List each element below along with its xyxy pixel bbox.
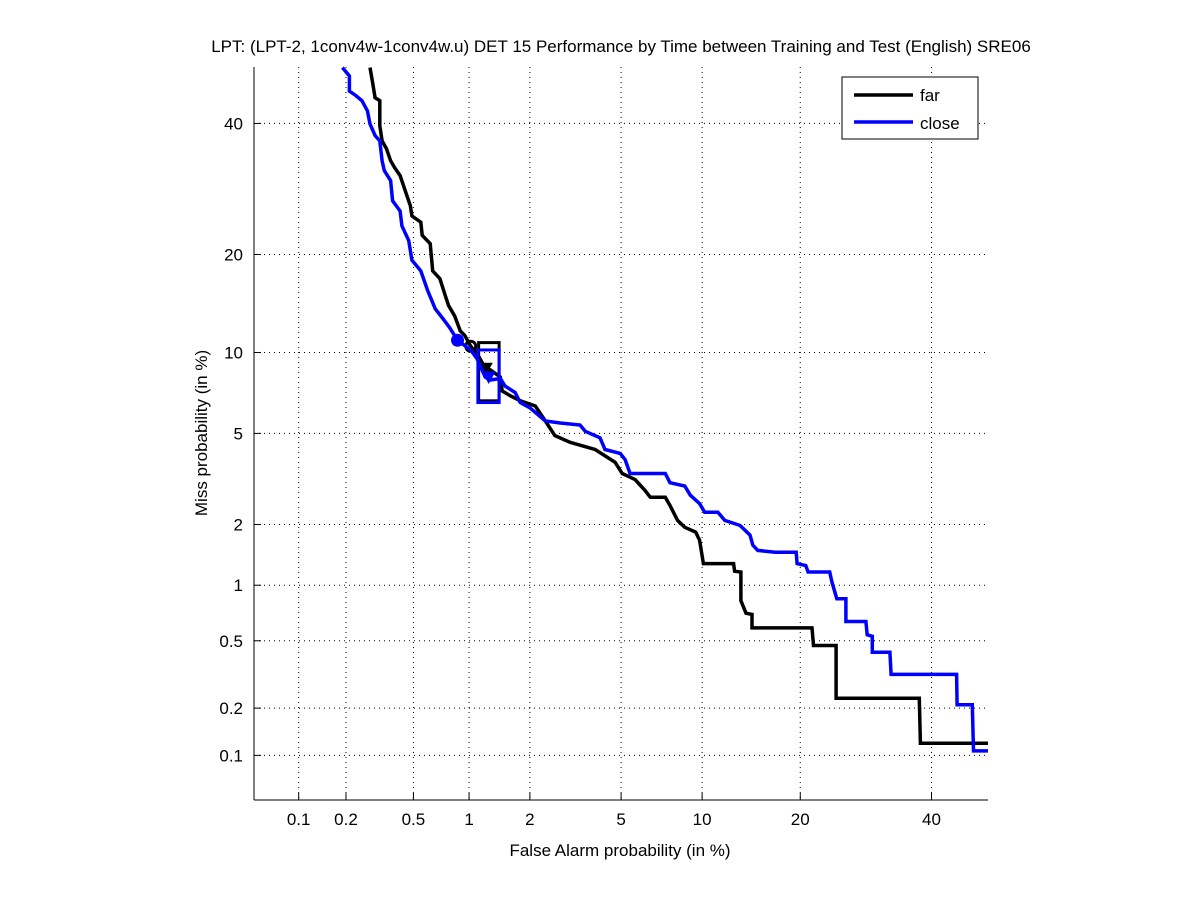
legend-label-close: close [920, 114, 960, 133]
x-tick-label: 20 [791, 810, 810, 829]
legend: far close [841, 76, 979, 140]
y-tick-label: 20 [224, 245, 243, 264]
series-line-close [341, 66, 988, 753]
x-tick-label: 10 [693, 810, 712, 829]
act-dcf-marker-close [481, 371, 496, 385]
y-axis-label: Miss probability (in %) [192, 350, 211, 516]
x-tick-label: 5 [616, 810, 625, 829]
x-ticks: 0.1 0.2 0.5 1 2 5 10 20 40 [287, 793, 941, 829]
confidence-box-close [476, 348, 501, 405]
y-tick-label: 40 [224, 114, 243, 133]
x-tick-label: 2 [525, 810, 534, 829]
x-axis-label: False Alarm probability (in %) [509, 841, 730, 860]
y-ticks: 0.1 0.2 0.5 1 2 5 10 20 40 [219, 114, 261, 765]
x-tick-label: 0.2 [334, 810, 358, 829]
x-tick-label: 0.1 [287, 810, 311, 829]
series-close [341, 66, 988, 753]
series-layer [341, 66, 988, 753]
y-tick-label: 2 [234, 515, 243, 534]
y-tick-label: 0.1 [219, 746, 243, 765]
x-tick-label: 40 [922, 810, 941, 829]
x-tick-label: 0.5 [402, 810, 426, 829]
x-tick-label: 1 [464, 810, 473, 829]
legend-box [841, 76, 979, 140]
y-tick-label: 10 [224, 343, 243, 362]
chart-title: LPT: (LPT-2, 1conv4w-1conv4w.u) DET 15 P… [211, 37, 1031, 56]
legend-label-far: far [920, 86, 940, 105]
y-tick-label: 1 [234, 576, 243, 595]
y-tick-label: 5 [234, 424, 243, 443]
y-tick-label: 0.5 [219, 632, 243, 651]
grid [254, 67, 988, 800]
y-tick-label: 0.2 [219, 699, 243, 718]
min-dcf-marker-close [451, 333, 465, 347]
